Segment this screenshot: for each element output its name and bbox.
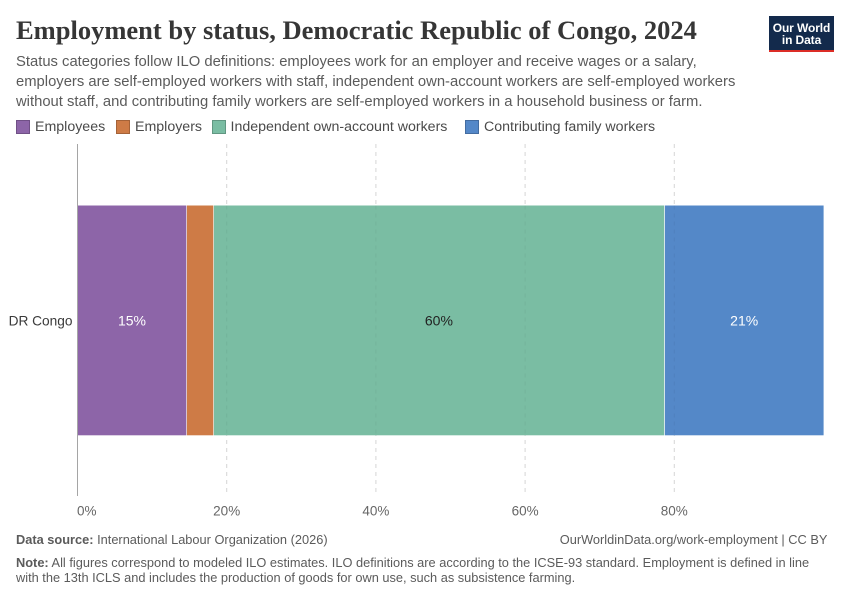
svg-text:DR Congo: DR Congo — [9, 314, 73, 329]
svg-text:21%: 21% — [730, 313, 758, 329]
svg-text:20%: 20% — [213, 504, 240, 519]
svg-text:80%: 80% — [661, 504, 688, 519]
svg-text:0%: 0% — [77, 504, 97, 519]
svg-text:60%: 60% — [425, 313, 453, 329]
svg-text:40%: 40% — [362, 504, 389, 519]
svg-text:15%: 15% — [118, 313, 146, 329]
svg-text:60%: 60% — [512, 504, 539, 519]
